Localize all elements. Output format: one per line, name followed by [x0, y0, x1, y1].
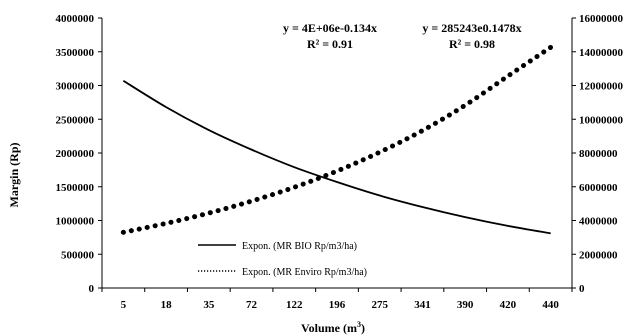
y-tick-label-right: 14000000: [579, 47, 624, 59]
y-tick-label-left: 4000000: [56, 13, 95, 25]
y-tick-label-left: 500000: [61, 249, 95, 261]
y-tick-label-right: 12000000: [579, 81, 624, 93]
legend: Expon. (MR BIO Rp/m3/ha) Expon. (MR Envi…: [198, 241, 367, 278]
x-tick-label: 420: [500, 299, 517, 311]
legend-label-bio: Expon. (MR BIO Rp/m3/ha): [242, 241, 357, 252]
equation-bio: y = 4E+06e-0.134x: [283, 21, 377, 35]
x-tick-label: 440: [542, 299, 559, 311]
x-tick-label: 390: [457, 299, 474, 311]
y-tick-label-left: 0: [89, 283, 95, 295]
x-tick-label: 18: [161, 299, 173, 311]
x-axis-title-superscript: 3: [357, 320, 361, 329]
y-tick-label-left: 3500000: [56, 47, 95, 59]
x-tick-label: 341: [414, 299, 431, 311]
y-tick-label-left: 1000000: [56, 216, 95, 228]
y-tick-label-right: 6000000: [579, 182, 618, 194]
y-tick-label-right: 4000000: [579, 216, 618, 228]
y-tick-label-right: 2000000: [579, 249, 618, 261]
y-tick-label-left: 3000000: [56, 81, 95, 93]
series-line-enviro: [120, 44, 554, 235]
series-line-bio: [122, 80, 551, 235]
y-tick-label-left: 1500000: [56, 182, 95, 194]
y-tick-label-right: 16000000: [579, 13, 624, 25]
y-axis-title: Margin (Rp): [7, 143, 21, 208]
ticks-group: 0 500000 1000000 1500000 2000000 2500000 30000…: [56, 13, 624, 311]
x-axis-title: Volume (m3): [301, 320, 365, 335]
r-squared-enviro: R² = 0.98: [449, 37, 495, 51]
y-tick-label-left: 2000000: [56, 148, 95, 160]
x-tick-label: 72: [246, 299, 258, 311]
equation-annotation-bio: y = 4E+06e-0.134x R² = 0.91: [283, 21, 377, 51]
x-tick-label: 196: [329, 299, 346, 311]
r-squared-bio: R² = 0.91: [307, 37, 353, 51]
x-tick-label: 275: [371, 299, 388, 311]
y-tick-label-right: 8000000: [579, 148, 618, 160]
y-tick-label-left: 2500000: [56, 114, 95, 126]
x-tick-label: 5: [121, 299, 127, 311]
x-axis-title-main: Volume (m: [301, 321, 357, 335]
x-tick-label: 35: [203, 299, 215, 311]
series-group: [120, 44, 554, 235]
x-axis-title-close: ): [361, 321, 365, 335]
y-tick-label-right: 0: [579, 283, 585, 295]
legend-label-enviro: Expon. (MR Enviro Rp/m3/ha): [242, 267, 367, 278]
equation-enviro: y = 285243e0.1478x: [422, 21, 521, 35]
y-tick-label-right: 10000000: [579, 114, 624, 126]
x-tick-label: 122: [286, 299, 303, 311]
equation-annotation-enviro: y = 285243e0.1478x R² = 0.98: [422, 21, 521, 51]
